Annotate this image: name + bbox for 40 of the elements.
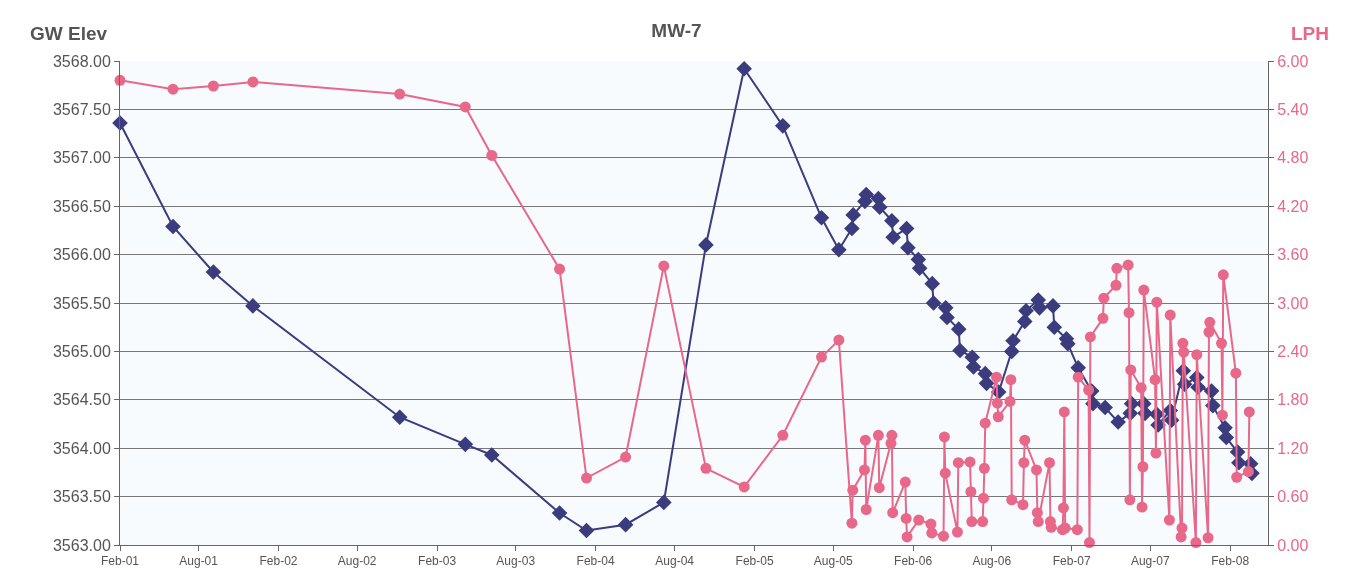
x-tick-label: Feb-01 bbox=[100, 554, 140, 569]
y2-tick-label: 4.80 bbox=[1277, 149, 1309, 167]
x-tick-label: Aug-03 bbox=[496, 554, 536, 569]
y2-tick-label: 3.60 bbox=[1277, 246, 1309, 264]
y2-tick-label: 5.40 bbox=[1277, 101, 1309, 118]
y-tick-label: 3567.50 bbox=[52, 101, 111, 118]
x-tick-label: Aug-05 bbox=[813, 554, 853, 569]
y2-axis-title: LPH bbox=[1291, 23, 1329, 44]
x-tick-label: Feb-06 bbox=[894, 554, 933, 569]
x-tick-label: Feb-02 bbox=[259, 554, 298, 569]
y2-tick-label: 0.60 bbox=[1277, 488, 1309, 506]
y-tick-label: 3567.00 bbox=[52, 149, 111, 167]
x-tick-label: Feb-03 bbox=[418, 554, 457, 569]
y-tick-label: 3565.50 bbox=[52, 294, 111, 312]
x-tick-label: Feb-08 bbox=[1211, 554, 1250, 569]
y2-tick-label: 1.80 bbox=[1277, 391, 1309, 409]
x-tick-label: Feb-05 bbox=[735, 554, 774, 569]
y-tick-label: 3564.50 bbox=[52, 391, 111, 409]
x-tick-label: Feb-04 bbox=[576, 554, 615, 569]
chart-title: MW-7 bbox=[651, 20, 702, 42]
x-tick-label: Aug-01 bbox=[179, 554, 219, 569]
y2-tick-label: 0.00 bbox=[1277, 536, 1309, 554]
y2-tick-label: 4.20 bbox=[1277, 197, 1309, 215]
x-tick-label: Feb-07 bbox=[1052, 554, 1091, 569]
y2-tick-label: 2.40 bbox=[1277, 343, 1309, 360]
y-tick-label: 3566.00 bbox=[52, 246, 111, 264]
y-tick-label: 3563.00 bbox=[52, 536, 111, 554]
y-tick-label: 3563.50 bbox=[52, 488, 111, 506]
y2-tick-label: 1.20 bbox=[1277, 439, 1309, 457]
x-tick-label: Aug-04 bbox=[655, 554, 695, 569]
y-tick-label: 3564.00 bbox=[52, 439, 111, 457]
y-tick-label: 3565.00 bbox=[52, 343, 111, 360]
y2-tick-label: 6.00 bbox=[1277, 52, 1309, 70]
x-tick-label: Aug-02 bbox=[337, 554, 377, 569]
y-tick-label: 3566.50 bbox=[52, 197, 111, 215]
x-tick-label: Aug-06 bbox=[972, 554, 1012, 569]
y-axis-title: GW Elev bbox=[30, 23, 108, 44]
x-tick-label: Aug-07 bbox=[1130, 554, 1170, 569]
y-tick-label: 3568.00 bbox=[52, 52, 111, 70]
y2-tick-label: 3.00 bbox=[1277, 294, 1309, 312]
